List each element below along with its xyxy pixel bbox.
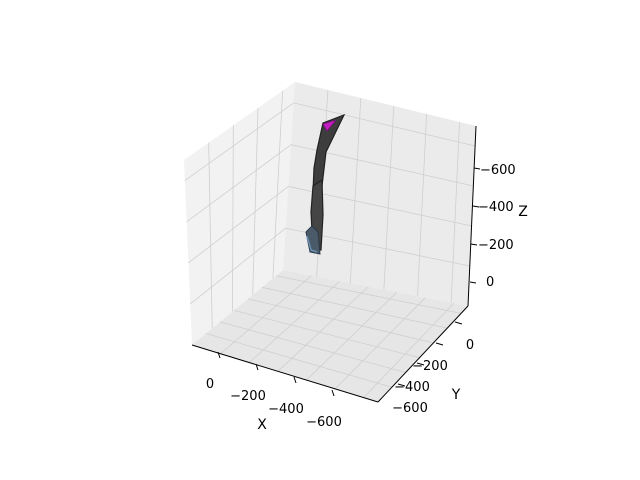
wall-grid-line [417,113,428,297]
x-tick-label: −600 [306,415,342,430]
floor-grid-line [275,275,462,314]
wall-grid-line [186,144,292,222]
left-pane [184,82,295,345]
z-tick-labels: 0 −200 −400 −600 [478,163,516,290]
floor-grid-line [248,280,341,363]
floor-grid-line [261,286,448,329]
y-tick-labels: 0 −200 −400 −600 [392,338,474,416]
z-tick-label: −200 [478,238,514,253]
x-tick-mark [255,363,259,371]
y-tick-mark [416,362,425,366]
x-tick-mark [217,351,221,359]
ticks [217,167,481,397]
axis-lines [191,125,477,403]
x-axis-title: X [257,417,267,433]
x-axis-line [191,344,379,403]
y-tick-mark [397,383,406,387]
wall-grid-line [383,105,395,290]
floor-grid-line [363,302,455,398]
floor-grid-line [205,333,392,388]
x-tick-label: 0 [206,377,214,392]
floor-grid-line [247,298,434,344]
shape-base-highlight [306,235,318,253]
wall-grid-line [450,121,460,303]
y-tick-label: −400 [394,380,430,395]
wall-grid-line [349,97,362,284]
wall-grid-line [252,107,259,296]
x-tick-mark [331,389,335,397]
y-axis-line [377,305,469,403]
y-tick-mark [454,321,463,325]
grid-lines [184,89,476,398]
x-tick-label: −200 [230,389,266,404]
z-axis-title: Z [518,204,528,220]
wall-grid-line [293,102,476,147]
z-tick-label: 0 [486,275,494,290]
floor-grid-line [233,309,420,359]
z-tick-mark [472,205,480,208]
wall-grid-line [189,227,286,305]
floor-grid-line [277,286,369,372]
wall-grid-line [188,186,289,264]
x-tick-labels: 0 −200 −400 −600 [206,377,342,430]
wall-grid-line [232,125,234,312]
z-tick-label: −600 [480,163,516,178]
z-tick-mark [469,281,477,284]
floor-grid-line [306,291,398,381]
wall-grid-line [272,90,284,279]
wall-grid-line [208,142,213,329]
floor-grid-line [219,321,406,373]
floor-grid-line [220,275,312,355]
shape-tip-marker [322,119,338,132]
floor-pane [192,270,468,402]
z-tick-mark [470,243,478,246]
z-axis-line [467,125,477,307]
x-tick-mark [293,376,297,384]
wall-grid-line [184,102,294,181]
floor-grid-line [334,297,426,390]
z-tick-mark [473,167,481,170]
surface-shape [305,113,346,255]
z-tick-label: −400 [478,200,514,215]
x-tick-label: −400 [268,402,304,417]
y-axis-title: Y [451,387,461,403]
y-tick-label: −200 [412,359,448,374]
y-tick-label: 0 [466,338,474,353]
y-tick-mark [435,342,444,346]
y-tick-label: −600 [392,401,428,416]
